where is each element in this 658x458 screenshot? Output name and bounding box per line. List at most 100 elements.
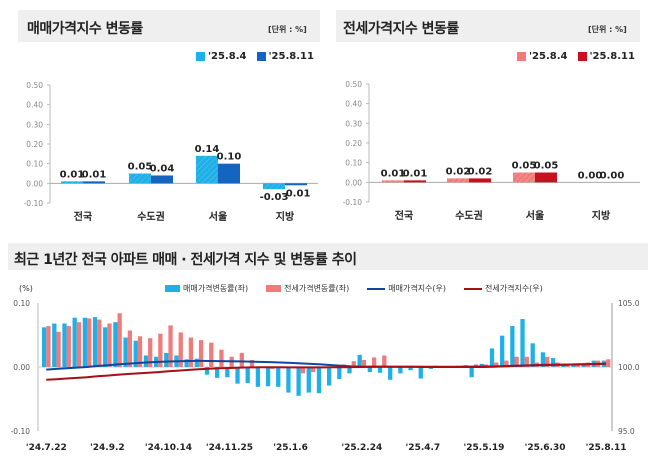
legend-swatch [266, 285, 282, 292]
category-label: 수도권 [455, 210, 483, 222]
left-tick-label: 0.10 [13, 299, 30, 308]
sale-change-bar [204, 367, 210, 375]
y-tick-label: 0.20 [345, 139, 362, 148]
bar-'25.8.11 [404, 180, 426, 183]
data-label: 0.00 [578, 170, 603, 181]
category-label: 전국 [395, 209, 413, 222]
y-tick-label: -0.10 [343, 198, 363, 207]
legend-swatch [577, 52, 587, 61]
data-label: -0.01 [282, 188, 311, 199]
sale-change-bar [184, 359, 189, 367]
jeonse-change-bar [198, 340, 204, 367]
sale-change-bar [520, 319, 525, 367]
jeonse-change-bar [249, 359, 255, 367]
bar-'25.8.11 [151, 175, 173, 184]
bar-'25.8.4 [382, 180, 404, 183]
sale-change-bar [489, 348, 495, 367]
bar-'25.8.4 [196, 155, 218, 184]
jeonse-change-bar [219, 349, 224, 367]
jeonse-change-bar [158, 333, 163, 367]
jeonse-change-bar [209, 342, 214, 367]
data-label: 0.05 [128, 162, 153, 173]
jeonse-chart-title: 전세가격지수 변동률 [343, 21, 459, 37]
bar-'25.8.4 [513, 172, 535, 183]
data-label: 0.02 [446, 166, 471, 177]
legend-label: 전세가격지수(우) [485, 284, 543, 293]
x-tick-label: '24.10.14 [145, 443, 192, 453]
category-label: 전국 [74, 210, 92, 223]
sale-change-bar [479, 363, 484, 367]
bar-'25.8.11 [83, 181, 105, 184]
legend-swatch [256, 52, 266, 61]
jeonse-unit-label: [단위 : %] [588, 25, 627, 34]
sale-change-bar [123, 337, 128, 367]
y-tick-label: 0.20 [26, 140, 43, 149]
sale-change-bar [296, 367, 301, 396]
x-tick-label: '25.5.19 [464, 443, 505, 453]
jeonse-change-bar [382, 355, 387, 367]
jeonse-change-bar [545, 356, 550, 367]
x-tick-label: '25.2.24 [341, 443, 382, 453]
sale-change-bar [540, 352, 546, 367]
sale-change-bar [510, 326, 515, 367]
trend-title-bar [8, 243, 648, 270]
data-label: 0.01 [60, 169, 85, 180]
jeonse-title-bar [336, 10, 640, 42]
data-label: 0.05 [534, 161, 559, 172]
jeonse-change-bar [66, 326, 71, 367]
y-tick-label: 0.30 [345, 119, 362, 128]
data-label: 0.01 [82, 169, 107, 180]
sale-unit-label: [단위 : %] [268, 25, 307, 34]
data-label: 0.01 [403, 168, 428, 179]
trend-legend: 매매가격변동률(좌) 전세가격변동률(좌) 매매가격지수(우) 전세가격지수(우… [165, 283, 543, 294]
sale-change-bar [72, 317, 77, 367]
y-tick-label: -0.10 [24, 199, 44, 208]
jeonse-change-bar [351, 361, 356, 367]
x-tick-label: '24.7.22 [26, 443, 67, 453]
jeonse-change-bar [310, 367, 316, 373]
sale-change-bar [377, 367, 383, 373]
y-tick-label: 0.10 [26, 160, 43, 169]
jeonse-change-bar [300, 367, 306, 374]
sale-change-bar [133, 340, 138, 367]
jeonse-change-bar [178, 332, 183, 367]
sale-legend: '25.8.4 '25.8.11 [196, 51, 314, 62]
jeonse-change-bar [168, 325, 173, 367]
left-tick-label: 0.00 [13, 363, 30, 372]
sale-change-bar [316, 367, 322, 394]
jeonse-change-bar [575, 363, 580, 367]
y-tick-label: 0.40 [26, 101, 43, 110]
sale-change-bar [62, 323, 67, 367]
legend-swatch [165, 285, 180, 292]
category-label: 서울 [209, 210, 227, 223]
sale-change-bar [52, 323, 57, 367]
data-label: 0.14 [195, 144, 220, 155]
data-label: 0.00 [600, 170, 625, 181]
sale-change-bar [581, 364, 586, 367]
y-tick-label: 0.00 [26, 179, 43, 188]
sale-change-bar [103, 327, 108, 367]
data-label: 0.04 [150, 163, 175, 174]
sale-change-bar [42, 327, 47, 367]
sale-change-bar [306, 367, 311, 393]
jeonse-change-bar [524, 356, 529, 367]
sale-change-bar [337, 367, 342, 380]
sale-change-bar [82, 317, 87, 367]
jeonse-change-bar [494, 362, 499, 367]
data-label: 0.02 [468, 166, 493, 177]
sale-change-bar [164, 352, 169, 367]
sale-change-bar [255, 367, 261, 387]
data-label: 0.10 [217, 152, 242, 163]
jeonse-change-bar [86, 318, 92, 367]
jeonse-change-bar [97, 319, 102, 367]
y-tick-label: 0.00 [345, 178, 362, 187]
right-tick-label: 95.0 [618, 427, 635, 436]
legend-line [464, 287, 483, 290]
jeonse-change-bar [188, 337, 194, 367]
legend-label: '25.8.4 [529, 51, 568, 62]
bar-'25.8.4 [447, 178, 469, 183]
sale-change-bar [500, 335, 505, 367]
jeonse-change-bar [565, 364, 570, 367]
